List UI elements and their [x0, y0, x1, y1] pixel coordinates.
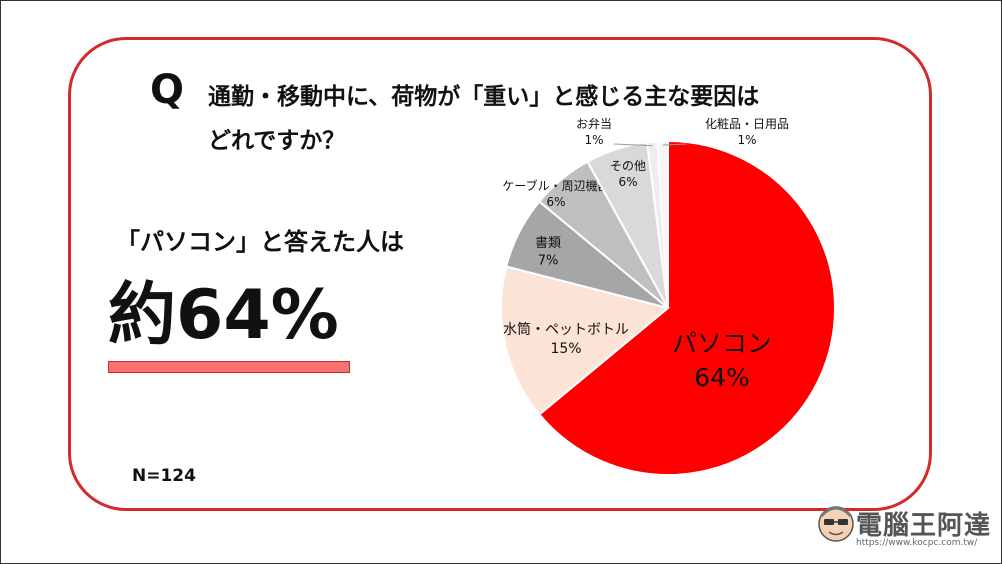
- slice-label-1: 水筒・ペットボトル: [503, 321, 629, 338]
- answer-big-stat: 約64%: [108, 276, 339, 355]
- watermark-url: https://www.kocpc.com.tw/: [856, 538, 978, 548]
- slice-value-5: 1%: [584, 133, 603, 147]
- pie-slice-0: [537, 139, 836, 476]
- slice-value-4: 6%: [618, 175, 637, 189]
- slice-label-6: 化粧品・日用品: [705, 117, 789, 131]
- sample-size-label: N=124: [132, 466, 196, 486]
- question-text-line2: どれですか？: [208, 128, 346, 154]
- question-text-line1: 通勤・移動中に、荷物が「重い」と感じる主な要因は: [208, 84, 760, 110]
- question-letter: Q: [150, 67, 185, 113]
- stat-underline-bar: [108, 361, 350, 373]
- slice-label-0: パソコン: [672, 329, 772, 358]
- pie-slice-6: [656, 139, 669, 309]
- slice-value-0: 64%: [694, 363, 750, 392]
- pie-slice-1: [500, 265, 671, 416]
- slice-label-3: ケーブル・周辺機器: [502, 178, 609, 193]
- slice-label-2: 書類: [535, 236, 561, 251]
- slice-value-1: 15%: [550, 341, 581, 357]
- leader-line-5: [613, 143, 653, 147]
- leader-line-6: [662, 143, 688, 146]
- slice-value-6: 1%: [737, 133, 756, 147]
- slice-label-5: お弁当: [576, 116, 612, 131]
- watermark-name: 電腦王阿達: [856, 511, 992, 541]
- slice-value-2: 7%: [538, 254, 559, 269]
- answer-lead-text: 「パソコン」と答えた人は: [116, 228, 404, 256]
- watermark-logo-icon: [818, 506, 854, 542]
- slice-value-3: 6%: [546, 195, 565, 209]
- slice-label-4: その他: [610, 159, 646, 173]
